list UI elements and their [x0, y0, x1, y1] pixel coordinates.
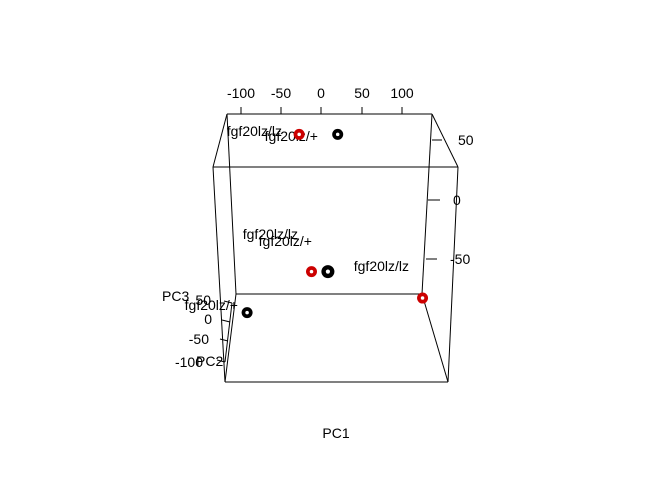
left-tick-label: -50 — [189, 331, 209, 347]
right-tick-label: 50 — [458, 132, 474, 148]
point-label: fgf20lz/lz — [243, 226, 298, 242]
point-marker-center — [420, 296, 425, 300]
left-tick-labels: 50 0 -50 -100 — [175, 292, 212, 370]
point-label: fgf20lz/+ — [185, 297, 238, 313]
point-label: fgf20lz/lz — [227, 123, 282, 139]
box-edge-top-right — [431, 113, 459, 168]
left-tick-mark — [221, 319, 231, 323]
box-edge-front-right — [447, 166, 459, 383]
z-axis-title: PC3 — [162, 288, 189, 304]
top-tick-labels: -100 -50 0 50 100 — [227, 85, 414, 101]
top-tick-label: 50 — [354, 85, 370, 101]
top-tick-label: 100 — [390, 85, 414, 101]
point-marker-center — [297, 132, 301, 137]
x-axis-title: PC1 — [322, 425, 349, 441]
box-edge-back-left — [226, 113, 237, 295]
box-edge-back-right — [421, 113, 433, 295]
top-tick-label: -100 — [227, 85, 255, 101]
left-tick-mark — [223, 300, 233, 304]
box-edge-bottom-left — [224, 293, 237, 383]
right-axis — [426, 139, 442, 260]
point-marker-center — [335, 132, 340, 137]
box-frame — [212, 113, 459, 383]
left-axis — [216, 300, 233, 363]
point-label: fgf20lz/lz — [354, 258, 409, 274]
right-tick-labels: 50 0 -50 — [450, 132, 474, 267]
point-marker-center — [245, 310, 249, 315]
point-labels: fgf20lz/lz fgf20lz/+ fgf20lz/lz fgf20lz/… — [185, 123, 409, 313]
right-tick-label: -50 — [450, 251, 470, 267]
top-tick-label: -50 — [271, 85, 291, 101]
left-tick-mark — [216, 359, 226, 363]
top-axis — [240, 107, 403, 115]
box-edge-front-left — [212, 166, 226, 383]
box-edge-top-left — [212, 113, 228, 168]
left-tick-label: -100 — [175, 354, 203, 370]
point-label: fgf20lz/+ — [259, 233, 312, 249]
point-label: fgf20lz/+ — [265, 128, 318, 144]
box-edge-bottom-right — [421, 293, 449, 383]
left-axis-line — [224, 302, 233, 363]
left-tick-mark — [219, 338, 229, 342]
left-tick-label: 0 — [204, 311, 212, 327]
point-marker-center — [325, 269, 330, 274]
top-tick-label: 0 — [317, 85, 325, 101]
left-tick-label: 50 — [195, 292, 211, 308]
y-axis-title: PC2 — [196, 353, 223, 369]
right-tick-label: 0 — [453, 192, 461, 208]
data-points — [241, 128, 429, 319]
point-marker-center — [309, 269, 314, 274]
